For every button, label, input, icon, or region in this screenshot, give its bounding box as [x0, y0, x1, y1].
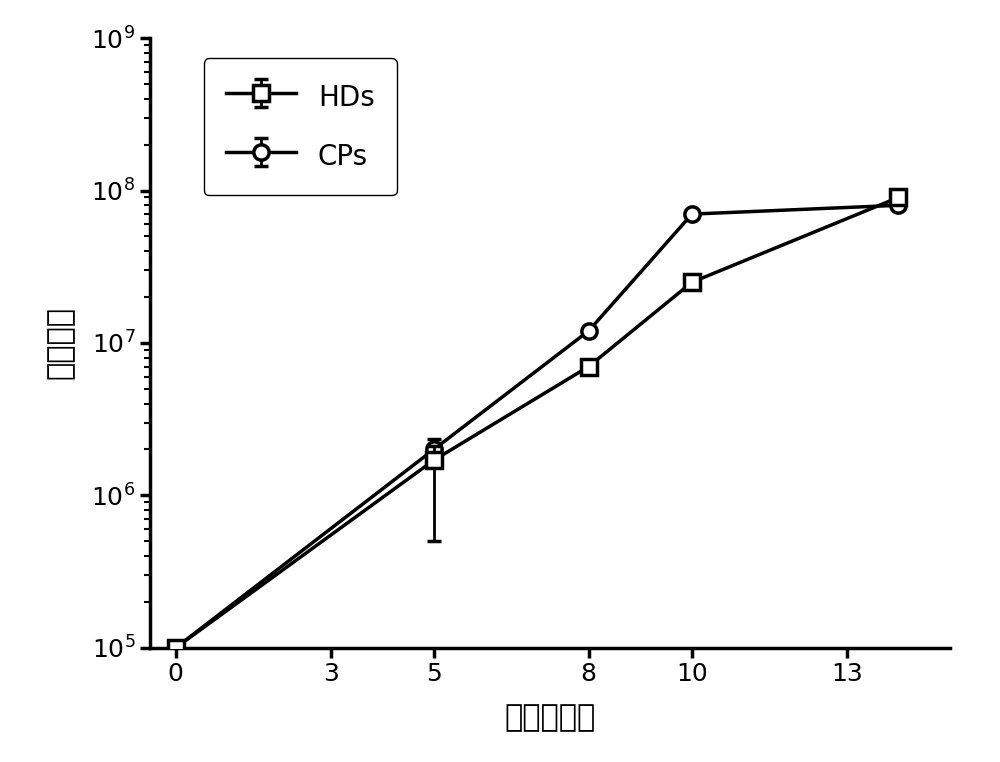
X-axis label: 时间，天数: 时间，天数: [504, 703, 596, 732]
Legend: HDs, CPs: HDs, CPs: [204, 58, 397, 195]
Y-axis label: 总细胞数: 总细胞数: [46, 306, 75, 379]
